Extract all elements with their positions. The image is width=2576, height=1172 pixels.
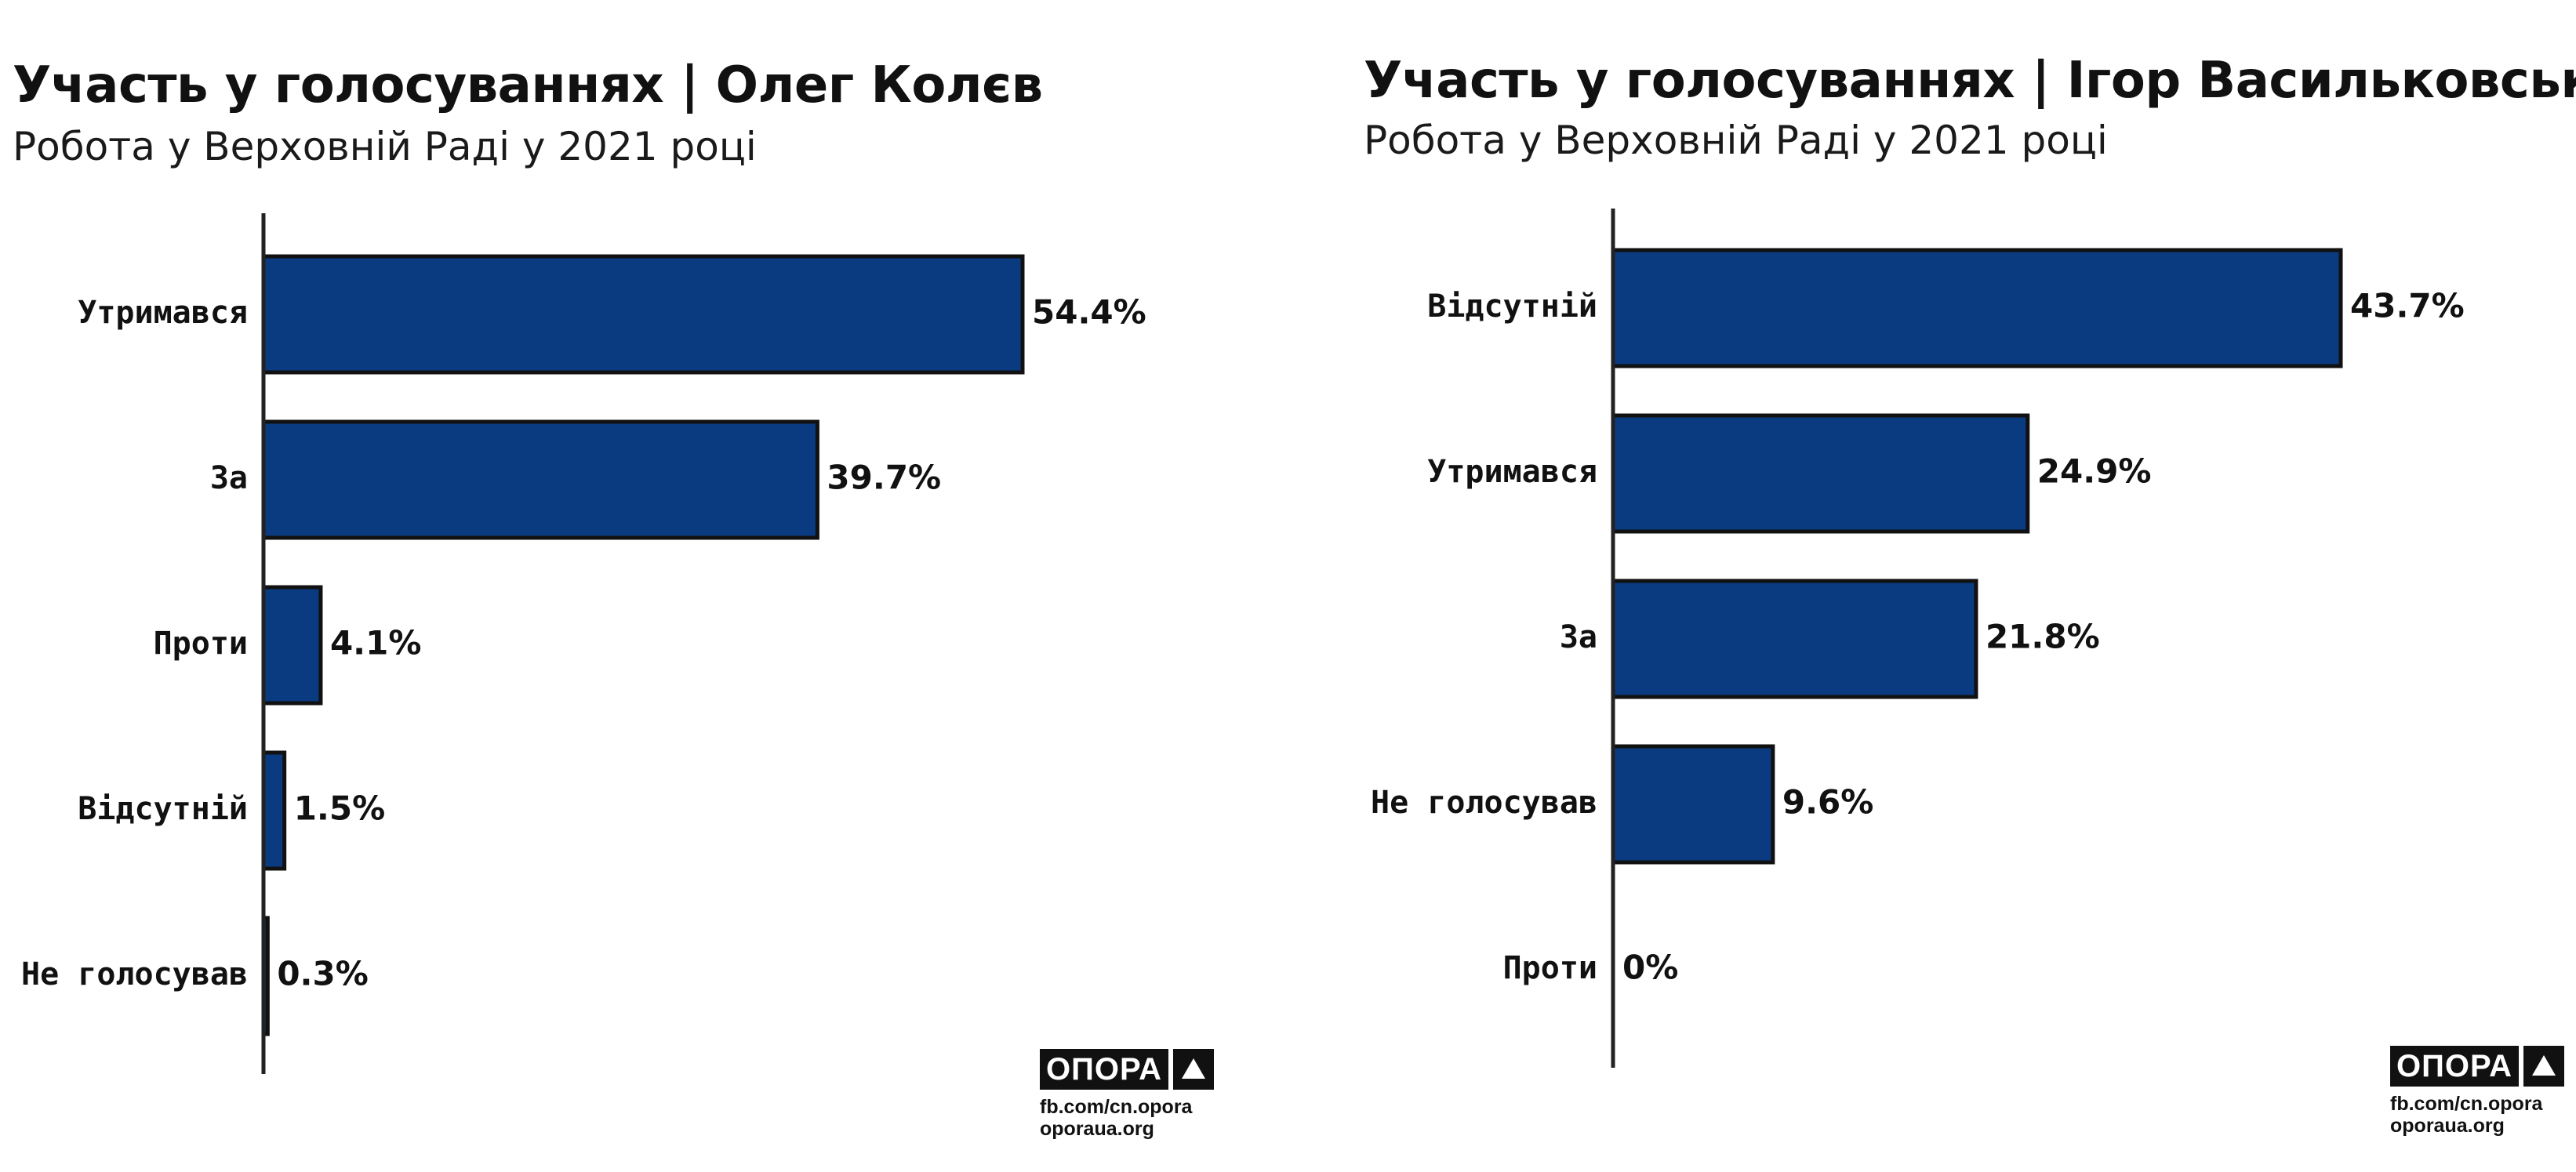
- bar-chart-vasylkovskyi: Відсутній 43.7% Утримався 24.9% За 21.8% Не го…: [1371, 209, 2465, 1068]
- data-label: 54.4%: [1032, 293, 1146, 332]
- category-label: Не голосував: [21, 956, 248, 992]
- opora-logo: ОПОРА fb.com/cn.opora oporaua.org: [1040, 1049, 1220, 1140]
- data-label: 43.7%: [2350, 287, 2465, 325]
- website-link[interactable]: oporaua.org: [1040, 1118, 1154, 1140]
- triangle-icon: [2523, 1046, 2565, 1087]
- bar: [1611, 413, 2030, 534]
- opora-logo-text: ОПОРА: [2390, 1046, 2520, 1087]
- category-label: Утримався: [1427, 454, 1597, 490]
- bar: [261, 750, 287, 871]
- category-label: Утримався: [78, 295, 248, 331]
- bar: [1611, 744, 1775, 865]
- chart-panel-kolev: Участь у голосуваннях | Олег Колєв Робот…: [13, 56, 1220, 1140]
- bar: [261, 254, 1025, 375]
- triangle-icon: [1173, 1049, 1215, 1090]
- facebook-link[interactable]: fb.com/cn.opora: [2390, 1093, 2543, 1115]
- chart-title: Участь у голосуваннях | Ігор Васильковсь…: [1364, 52, 2576, 110]
- category-label: Проти: [1503, 950, 1597, 986]
- category-label: Відсутній: [78, 791, 248, 827]
- bar: [261, 585, 323, 706]
- facebook-link[interactable]: fb.com/cn.opora: [1040, 1096, 1193, 1118]
- opora-logo: ОПОРА fb.com/cn.opora oporaua.org: [2390, 1046, 2571, 1137]
- category-label: За: [210, 460, 248, 496]
- data-label: 39.7%: [827, 459, 941, 497]
- data-label: 9.6%: [1782, 783, 1873, 822]
- data-label: 24.9%: [2037, 452, 2152, 491]
- data-label: 4.1%: [330, 624, 421, 662]
- website-link[interactable]: oporaua.org: [2390, 1115, 2505, 1137]
- data-label: 0.3%: [277, 955, 368, 993]
- bar: [261, 419, 819, 540]
- bar: [1611, 248, 2343, 368]
- chart-subtitle: Робота у Верховній Раді у 2021 році: [13, 124, 757, 169]
- opora-logo-text: ОПОРА: [1040, 1049, 1169, 1090]
- category-label: Проти: [154, 626, 248, 662]
- bar-chart-kolev: Утримався 54.4% За 39.7% Проти 4.1% Відсутній 1…: [21, 213, 1146, 1074]
- chart-panel-vasylkovskyi: Участь у голосуваннях | Ігор Васильковсь…: [1353, 0, 2576, 1172]
- data-label: 0%: [1622, 949, 1678, 987]
- chart-title: Участь у голосуваннях | Олег Колєв: [13, 56, 1043, 114]
- data-label: 21.8%: [1986, 618, 2100, 656]
- category-label: Не голосував: [1371, 785, 1597, 821]
- bar: [1611, 579, 1978, 699]
- chart-subtitle: Робота у Верховній Раді у 2021 році: [1364, 118, 2108, 163]
- data-label: 1.5%: [294, 789, 385, 828]
- category-label: За: [1560, 619, 1597, 655]
- category-label: Відсутній: [1427, 288, 1597, 325]
